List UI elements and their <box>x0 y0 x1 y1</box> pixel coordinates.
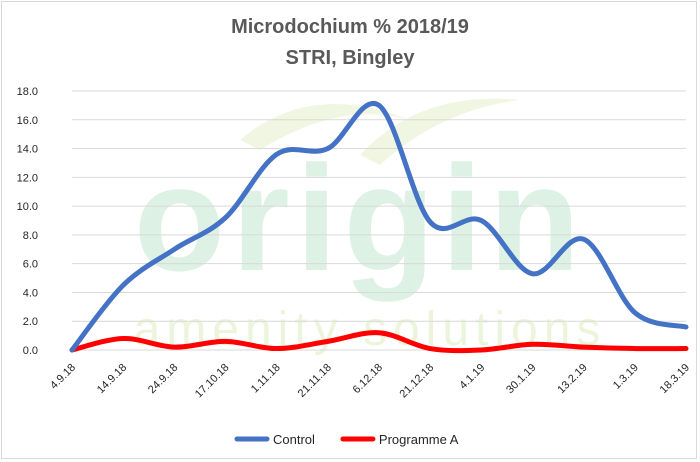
y-tick-label: 10.0 <box>17 201 38 213</box>
x-tick-label: 24.9.18 <box>146 362 180 396</box>
x-tick-label: 6.12.18 <box>351 362 385 396</box>
y-tick-label: 16.0 <box>17 115 38 127</box>
x-tick-label: 1.11.18 <box>249 362 283 396</box>
watermark-tagline-text: amenity solutions <box>134 303 607 356</box>
legend-label-programme-a: Programme A <box>379 432 459 447</box>
x-tick-label: 4.9.18 <box>48 362 78 392</box>
watermark-brand-text: origin <box>134 134 587 302</box>
y-tick-label: 14.0 <box>17 144 38 156</box>
x-tick-label: 13.2.19 <box>555 362 589 396</box>
series-line-control <box>69 100 689 353</box>
x-tick-label: 21.12.18 <box>398 362 437 401</box>
x-tick-label: 21.11.18 <box>296 362 334 400</box>
y-tick-label: 4.0 <box>23 287 38 299</box>
legend-label-control: Control <box>273 432 315 447</box>
y-tick-label: 6.0 <box>23 259 38 271</box>
chart-subtitle: STRI, Bingley <box>285 47 415 69</box>
x-tick-label: 17.10.18 <box>193 362 232 401</box>
watermark-logo: origin amenity solutions <box>134 98 607 356</box>
x-tick-label: 30.1.19 <box>504 362 538 396</box>
y-tick-label: 0.0 <box>23 345 38 357</box>
series-lines <box>69 100 689 354</box>
legend: Control Programme A <box>234 432 459 447</box>
x-axis: 4.9.18 14.9.18 24.9.18 17.10.18 1.11.18 21.11… <box>48 362 692 401</box>
y-tick-label: 12.0 <box>17 172 38 184</box>
y-tick-label: 8.0 <box>23 230 38 242</box>
x-tick-label: 4.1.19 <box>457 362 487 392</box>
x-tick-label: 14.9.18 <box>95 362 129 396</box>
y-tick-label: 2.0 <box>23 316 38 328</box>
chart-title: Microdochium % 2018/19 <box>231 16 469 38</box>
x-tick-label: 18.3.19 <box>658 362 692 396</box>
y-axis: 0.0 2.0 4.0 6.0 8.0 10.0 12.0 14.0 16.0 18.0 <box>17 86 38 357</box>
y-tick-label: 18.0 <box>17 86 38 98</box>
gridlines <box>72 90 686 351</box>
series-line-programme-a <box>69 330 689 354</box>
x-tick-label: 1.3.19 <box>611 362 641 392</box>
